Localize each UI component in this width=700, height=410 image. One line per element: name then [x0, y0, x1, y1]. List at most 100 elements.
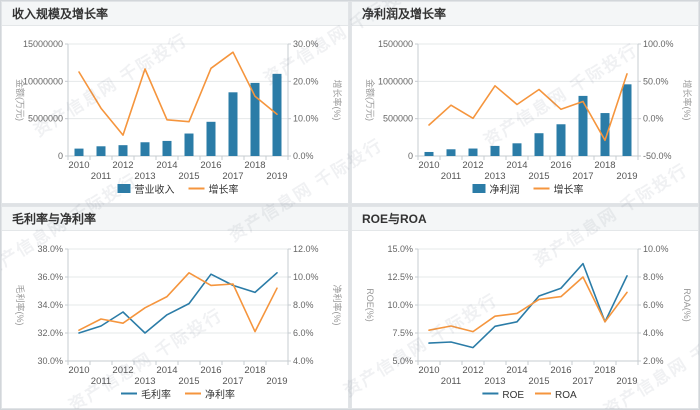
line-series[interactable] — [78, 51, 278, 136]
svg-text:2015: 2015 — [178, 171, 199, 182]
legend-item-line[interactable]: 毛利率 — [121, 388, 171, 401]
line-series[interactable] — [428, 73, 628, 142]
left-axis-ticks: 0 5000000 10000000 15000000 — [23, 39, 68, 161]
svg-text:15000000: 15000000 — [23, 39, 63, 49]
panel-body: 5.0% 7.5% 10.0% 12.5% 15.0% 2.0% 4.0% 6.0% 8.0% 1… — [352, 231, 698, 409]
roe-roa-chart[interactable]: 5.0% 7.5% 10.0% 12.5% 15.0% 2.0% 4.0% 6.0% 8.0% 1… — [352, 231, 698, 409]
line-series[interactable] — [78, 271, 278, 334]
svg-text:10.0%: 10.0% — [293, 114, 319, 124]
bar[interactable] — [512, 143, 522, 156]
svg-text:30.0%: 30.0% — [293, 39, 319, 49]
svg-text:ROE(%): ROE(%) — [365, 288, 375, 322]
panel-revenue-growth: 收入规模及增长率 0 5000000 10000000 15000000 0.0% 10.… — [1, 1, 349, 204]
svg-text:5.0%: 5.0% — [392, 356, 413, 366]
svg-text:100.0%: 100.0% — [643, 39, 674, 49]
svg-text:500000: 500000 — [383, 114, 413, 124]
panel-roe-roa: ROE与ROA 5.0% 7.5% 10.0% 12.5% 15.0% 2.0% 4.0% 6… — [351, 206, 699, 409]
bar[interactable] — [74, 148, 84, 156]
axis-names: 金额(万元) 增长率(%) — [15, 79, 343, 121]
bar[interactable] — [600, 113, 610, 156]
legend-label: 增长率 — [554, 183, 584, 196]
bar[interactable] — [162, 140, 172, 156]
svg-text:15.0%: 15.0% — [387, 244, 413, 254]
bar[interactable] — [140, 142, 150, 156]
right-axis-ticks: 4.0% 6.0% 8.0% 10.0% 12.0% — [288, 244, 319, 366]
svg-text:2015: 2015 — [178, 376, 199, 387]
svg-text:增长率(%): 增长率(%) — [332, 80, 343, 121]
svg-text:2019: 2019 — [616, 171, 637, 182]
svg-text:金额(万元): 金额(万元) — [365, 79, 376, 121]
bar[interactable] — [206, 121, 216, 156]
bar[interactable] — [250, 82, 260, 156]
bar-series[interactable] — [424, 84, 632, 156]
svg-text:增长率(%): 增长率(%) — [682, 80, 693, 121]
svg-text:2018: 2018 — [244, 160, 265, 171]
revenue-growth-chart[interactable]: 0 5000000 10000000 15000000 0.0% 10.0% 20.0% 30… — [2, 26, 348, 204]
svg-text:12.0%: 12.0% — [293, 244, 319, 254]
svg-text:2017: 2017 — [222, 376, 243, 387]
svg-text:2013: 2013 — [484, 171, 505, 182]
svg-text:毛利率(%): 毛利率(%) — [15, 285, 26, 326]
svg-text:10000000: 10000000 — [23, 76, 63, 86]
legend-item-line[interactable]: ROA — [535, 390, 577, 401]
panel-body: 30.0% 32.0% 34.0% 36.0% 38.0% 4.0% 6.0% 8.0% 10.… — [2, 231, 348, 409]
bar[interactable] — [622, 84, 632, 156]
panel-title: ROE与ROA — [362, 212, 427, 226]
legend: 营业收入 增长率 — [117, 183, 239, 196]
svg-text:2012: 2012 — [112, 160, 133, 171]
legend-item-bar[interactable]: 营业收入 — [117, 183, 175, 196]
bar[interactable] — [446, 149, 456, 156]
svg-text:7.5%: 7.5% — [392, 328, 413, 338]
svg-text:2013: 2013 — [134, 171, 155, 182]
bar[interactable] — [228, 92, 238, 156]
legend-item-line[interactable]: 净利率 — [185, 388, 235, 401]
svg-text:2011: 2011 — [91, 376, 111, 387]
margins-chart[interactable]: 30.0% 32.0% 34.0% 36.0% 38.0% 4.0% 6.0% 8.0% 10.… — [2, 231, 348, 409]
legend-item-line[interactable]: 增长率 — [188, 183, 239, 196]
line-series[interactable] — [428, 262, 628, 349]
axis-names: 毛利率(%) 净利率(%) — [15, 285, 343, 326]
right-axis-ticks: 0.0% 10.0% 20.0% 30.0% — [288, 39, 319, 161]
bar[interactable] — [468, 148, 478, 156]
svg-text:2017: 2017 — [572, 171, 593, 182]
panel-title: 毛利率与净利率 — [12, 212, 97, 226]
line-series[interactable] — [78, 271, 278, 333]
netprofit-growth-chart[interactable]: 0 500000 1000000 1500000 -50.0% 0.0% 50.0% 100.… — [352, 26, 698, 204]
svg-text:1500000: 1500000 — [378, 39, 413, 49]
gridlines — [68, 248, 288, 334]
bar[interactable] — [556, 124, 566, 156]
svg-text:6.0%: 6.0% — [643, 300, 664, 310]
svg-text:2014: 2014 — [156, 160, 177, 171]
left-axis-ticks: 0 500000 1000000 1500000 — [378, 39, 418, 161]
svg-text:2016: 2016 — [200, 365, 221, 376]
panel-netprofit-growth: 净利润及增长率 0 500000 1000000 1500000 -50.0% 0.0% 5… — [351, 1, 699, 204]
bar[interactable] — [578, 95, 588, 156]
bar[interactable] — [96, 146, 106, 156]
legend: 净利润 增长率 — [472, 183, 584, 196]
svg-text:2017: 2017 — [572, 376, 593, 387]
panel-header: ROE与ROA — [352, 207, 698, 231]
legend-label: 净利率 — [205, 388, 235, 401]
line-series[interactable] — [428, 276, 628, 333]
svg-text:5000000: 5000000 — [28, 114, 63, 124]
svg-text:2012: 2012 — [462, 365, 483, 376]
svg-text:净利率(%): 净利率(%) — [332, 285, 343, 326]
gridlines — [418, 43, 638, 120]
svg-text:2010: 2010 — [418, 160, 439, 171]
bar[interactable] — [534, 133, 544, 156]
legend-item-bar[interactable]: 净利润 — [472, 183, 520, 196]
svg-text:1000000: 1000000 — [378, 76, 413, 86]
legend-item-line[interactable]: ROE — [482, 390, 524, 401]
bar[interactable] — [490, 145, 500, 156]
bar[interactable] — [184, 133, 194, 156]
bar[interactable] — [424, 151, 434, 156]
svg-text:38.0%: 38.0% — [37, 244, 63, 254]
legend-item-line[interactable]: 增长率 — [533, 183, 584, 196]
svg-text:20.0%: 20.0% — [293, 76, 319, 86]
svg-text:30.0%: 30.0% — [37, 356, 63, 366]
svg-text:6.0%: 6.0% — [293, 328, 314, 338]
bar[interactable] — [118, 145, 128, 156]
